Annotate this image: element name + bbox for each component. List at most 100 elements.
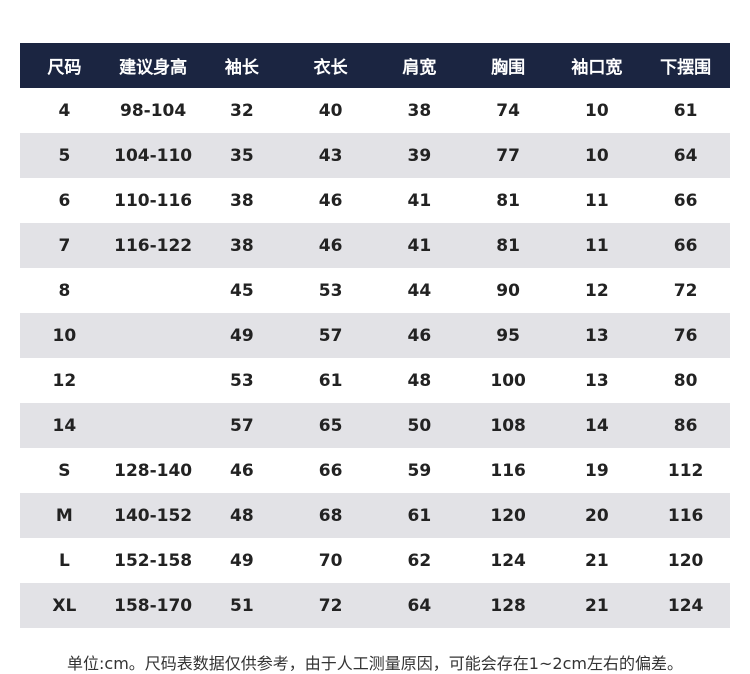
- table-cell: 81: [463, 223, 553, 268]
- table-cell: 110-116: [114, 190, 193, 211]
- table-cell: 14: [20, 403, 109, 448]
- table-cell: 64: [641, 133, 730, 178]
- table-row: 6 110-116 38 46 41 81 11 66: [20, 178, 730, 223]
- header-cell: 肩宽: [375, 43, 464, 88]
- table-row: S 128-140 46 66 59 116 19 112: [20, 448, 730, 493]
- table-body: 4 98-104 32 40 38 74 10 61 5 104-110 35 43 39 77 10 64 6…: [20, 88, 730, 628]
- table-cell: 72: [286, 583, 375, 628]
- table-cell: 46: [286, 223, 375, 268]
- table-cell: 128-140: [114, 460, 193, 481]
- table-cell: 8: [58, 280, 71, 301]
- table-row: XL 158-170 51 72 64 128 21 124: [20, 583, 730, 628]
- table-cell: 104-110: [108, 133, 198, 178]
- table-cell: 66: [673, 190, 698, 211]
- table-cell: 61: [375, 493, 464, 538]
- table-cell: 21: [585, 550, 609, 571]
- table-cell: 14: [552, 403, 642, 448]
- table-cell: [108, 313, 198, 358]
- table-cell: 12: [585, 280, 609, 301]
- header-cell: 尺码: [20, 43, 109, 88]
- table-cell: 49: [197, 313, 287, 358]
- header-cell: 下摆围: [641, 43, 730, 88]
- table-row: 12 53 61 48 100 13 80: [20, 358, 730, 403]
- table-cell: 124: [490, 550, 526, 571]
- table-cell: 59: [407, 460, 432, 481]
- table-cell: 51: [197, 583, 287, 628]
- table-cell: 5: [20, 133, 109, 178]
- table-row: 7 116-122 38 46 41 81 11 66: [20, 223, 730, 268]
- table-cell: 120: [463, 493, 553, 538]
- table-cell: 158-170: [108, 583, 198, 628]
- header-cell: 袖长: [197, 43, 287, 88]
- table-cell: L: [58, 550, 70, 571]
- table-cell: 86: [641, 403, 730, 448]
- table-cell: 120: [667, 550, 704, 571]
- table-row: 8 45 53 44 90 12 72: [20, 268, 730, 313]
- table-cell: 128: [463, 583, 553, 628]
- table-cell: 77: [463, 133, 553, 178]
- table-cell: 10: [552, 133, 642, 178]
- table-cell: 81: [496, 190, 520, 211]
- table-cell: 13: [585, 370, 609, 391]
- table-cell: 90: [496, 280, 520, 301]
- table-cell: 116: [641, 493, 730, 538]
- table-cell: 12: [52, 370, 77, 391]
- table-cell: 19: [585, 460, 609, 481]
- table-cell: 40: [318, 100, 343, 121]
- table-cell: 46: [318, 190, 343, 211]
- table-cell: 13: [552, 313, 642, 358]
- table-cell: 44: [407, 280, 432, 301]
- table-cell: 49: [230, 550, 254, 571]
- table-cell: M: [20, 493, 109, 538]
- table-cell: [108, 403, 198, 448]
- table-cell: [109, 268, 198, 313]
- table-cell: 38: [407, 100, 432, 121]
- table-cell: 66: [318, 460, 343, 481]
- table-cell: 32: [230, 100, 254, 121]
- table-cell: 48: [407, 370, 432, 391]
- table-cell: 116: [490, 460, 526, 481]
- table-cell: 57: [197, 403, 287, 448]
- table-cell: 124: [641, 583, 730, 628]
- table-cell: 6: [58, 190, 71, 211]
- table-cell: 45: [230, 280, 254, 301]
- table-cell: 21: [552, 583, 642, 628]
- table-row: 4 98-104 32 40 38 74 10 61: [20, 88, 730, 133]
- table-cell: 11: [585, 190, 609, 211]
- table-cell: 112: [667, 460, 704, 481]
- table-cell: 7: [20, 223, 109, 268]
- table-cell: 64: [375, 583, 464, 628]
- table-cell: 70: [318, 550, 343, 571]
- header-cell: 袖口宽: [552, 43, 642, 88]
- size-table: 尺码 建议身高 袖长 衣长 肩宽 胸围 袖口宽 下摆围 4 98-104 32 40 38 74 10 61…: [20, 43, 730, 628]
- header-cell: 胸围: [463, 43, 553, 88]
- table-cell: 10: [20, 313, 109, 358]
- table-cell: 11: [552, 223, 642, 268]
- table-cell: 38: [230, 190, 254, 211]
- table-cell: 41: [407, 190, 432, 211]
- table-cell: 74: [496, 100, 520, 121]
- table-cell: 46: [230, 460, 254, 481]
- header-row: 尺码 建议身高 袖长 衣长 肩宽 胸围 袖口宽 下摆围: [20, 43, 730, 88]
- table-row: 5 104-110 35 43 39 77 10 64: [20, 133, 730, 178]
- header-cell: 建议身高: [108, 43, 198, 88]
- table-cell: 152-158: [114, 550, 193, 571]
- table-cell: XL: [20, 583, 109, 628]
- table-cell: 108: [463, 403, 553, 448]
- table-cell: 53: [318, 280, 343, 301]
- table-cell: 80: [673, 370, 698, 391]
- table-cell: 38: [197, 223, 287, 268]
- table-cell: 46: [375, 313, 464, 358]
- header-cell: 衣长: [286, 43, 375, 88]
- table-cell: 48: [197, 493, 287, 538]
- table-cell: 61: [673, 100, 698, 121]
- table-cell: 140-152: [108, 493, 198, 538]
- table-cell: 35: [197, 133, 287, 178]
- table-cell: 50: [375, 403, 464, 448]
- table-cell: 72: [673, 280, 698, 301]
- table-row: 14 57 65 50 108 14 86: [20, 403, 730, 448]
- table-cell: 57: [286, 313, 375, 358]
- table-cell: 20: [552, 493, 642, 538]
- table-cell: S: [58, 460, 71, 481]
- table-cell: [109, 358, 198, 403]
